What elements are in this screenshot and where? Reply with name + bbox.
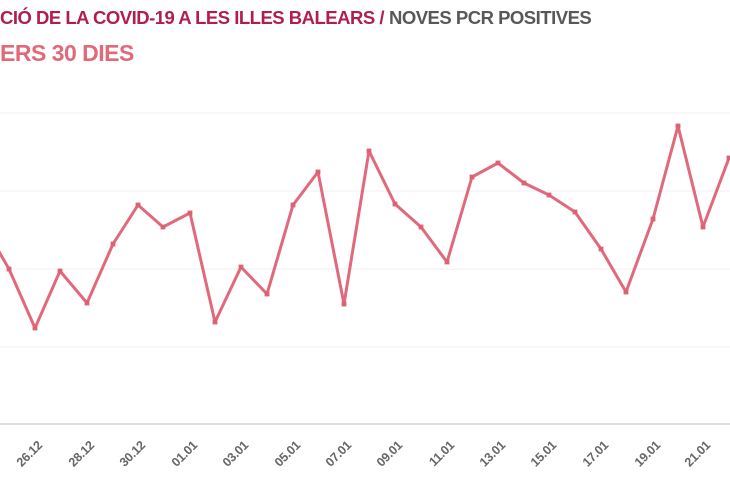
- x-axis-label: 01.01: [169, 438, 200, 469]
- series-line: [0, 124, 730, 330]
- data-point-marker: [675, 123, 681, 129]
- chart-title-secondary: NOVES PCR POSITIVES: [388, 7, 592, 28]
- data-point-marker: [623, 289, 629, 295]
- x-axis-label: 28.12: [66, 438, 97, 469]
- data-point-marker: [110, 241, 116, 247]
- data-point-marker: [418, 224, 424, 230]
- chart-title: CIÓ DE LA COVID-19 A LES ILLES BALEARS /…: [0, 7, 592, 28]
- data-point-marker: [6, 266, 12, 272]
- data-point-marker: [366, 148, 372, 154]
- data-point-marker: [187, 210, 193, 216]
- data-point-marker: [726, 155, 730, 161]
- data-point-marker: [521, 180, 527, 186]
- data-point-marker: [160, 224, 166, 230]
- data-point-marker: [650, 216, 656, 222]
- x-axis-label: 13.01: [477, 438, 508, 469]
- x-axis-label: 09.01: [374, 438, 405, 469]
- data-point-marker: [546, 192, 552, 198]
- data-point-marker: [495, 160, 501, 166]
- x-axis-label: 05.01: [272, 438, 303, 469]
- x-axis-label: 21.01: [682, 438, 713, 469]
- data-point-marker: [341, 301, 347, 307]
- x-axis-label: 26.12: [14, 438, 45, 469]
- data-point-marker: [212, 319, 218, 325]
- data-point-marker: [135, 202, 141, 208]
- data-point-marker: [444, 259, 450, 265]
- data-point-marker: [264, 291, 270, 297]
- data-point-marker: [84, 300, 90, 306]
- x-axis-label: 15.01: [528, 438, 559, 469]
- x-axis-label: 19.01: [632, 438, 663, 469]
- data-point-marker: [290, 202, 296, 208]
- data-point-marker: [57, 268, 63, 274]
- x-axis-label: 07.01: [323, 438, 354, 469]
- data-point-marker: [572, 209, 578, 215]
- chart-title-main: CIÓ DE LA COVID-19 A LES ILLES BALEARS /: [0, 7, 384, 28]
- data-point-marker: [238, 264, 244, 270]
- data-point-marker: [32, 325, 38, 331]
- x-axis-label: 17.01: [580, 438, 611, 469]
- data-point-marker: [700, 224, 706, 230]
- data-point-marker: [598, 246, 604, 252]
- data-point-marker: [392, 201, 398, 207]
- data-point-marker: [469, 174, 475, 180]
- x-axis-label: 03.01: [220, 438, 251, 469]
- x-axis-label: 30.12: [117, 438, 148, 469]
- data-point-marker: [315, 169, 321, 175]
- chart-subtitle: ERS 30 DIES: [0, 40, 134, 66]
- x-axis-label: 11.01: [426, 438, 457, 469]
